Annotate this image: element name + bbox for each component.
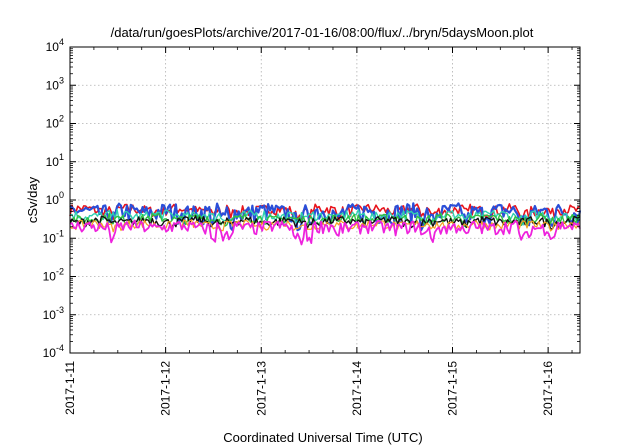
- x-tick-label: 2017-1-15: [446, 361, 460, 416]
- y-tick-label: 10-1: [43, 228, 64, 245]
- y-tick-label: 100: [46, 190, 64, 207]
- y-tick-label: 104: [46, 37, 64, 54]
- y-tick-label: 10-2: [43, 267, 64, 284]
- y-tick-label: 10-4: [43, 343, 64, 360]
- series-line: [69, 219, 581, 246]
- x-tick-label: 2017-1-13: [254, 361, 268, 416]
- y-axis-label: cSv/day: [25, 176, 40, 223]
- chart-title: /data/run/goesPlots/archive/2017-01-16/0…: [111, 25, 534, 40]
- y-tick-label: 102: [46, 114, 64, 131]
- grid: [70, 47, 580, 353]
- x-tick-label: 2017-1-12: [159, 361, 173, 416]
- x-axis-label: Coordinated Universal Time (UTC): [223, 430, 422, 445]
- x-tick-label: 2017-1-14: [350, 361, 364, 416]
- ticks: 10-4 10-3 10-2 10-1 100 101 102 103 104 2017-1-11…: [43, 37, 580, 416]
- y-tick-label: 101: [46, 152, 64, 169]
- series-group: [69, 202, 582, 246]
- x-tick-label: 2017-1-11: [63, 361, 77, 415]
- x-tick-label: 2017-1-16: [541, 361, 555, 416]
- y-tick-label: 10-3: [43, 305, 64, 322]
- y-tick-label: 103: [46, 75, 64, 92]
